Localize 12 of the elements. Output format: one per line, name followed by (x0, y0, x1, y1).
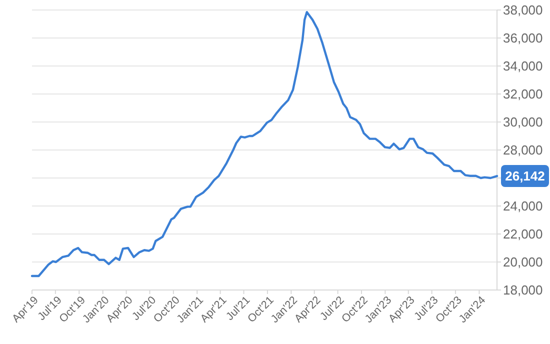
line-series (30, 11, 498, 278)
y-tick-label: 30,000 (503, 114, 543, 130)
y-tick-label: 28,000 (503, 142, 543, 158)
y-tick-label: 20,000 (503, 254, 543, 270)
y-tick-label: 18,000 (503, 282, 543, 298)
y-tick-label: 36,000 (503, 30, 543, 46)
y-tick-label: 38,000 (503, 2, 543, 18)
y-tick-label: 22,000 (503, 226, 543, 242)
y-tick-label: 32,000 (503, 86, 543, 102)
y-tick-label: 24,000 (503, 198, 543, 214)
annotation: 26,142 (505, 168, 545, 184)
y-tick-label: 34,000 (503, 58, 543, 74)
